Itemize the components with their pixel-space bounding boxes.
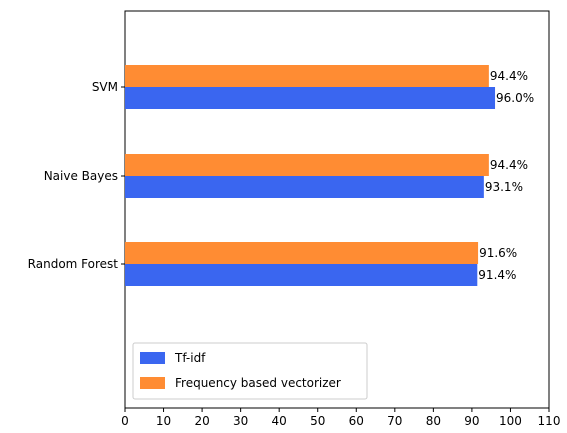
y-tick-labels: SVM Naive Bayes Random Forest bbox=[28, 80, 125, 271]
legend-label-tfidf: Tf-idf bbox=[174, 351, 206, 365]
bar-svm-tf-idf bbox=[125, 87, 496, 109]
data-label-naive-bayes-tf-idf: 93.1% bbox=[485, 180, 523, 194]
x-tick-label-40: 40 bbox=[272, 414, 287, 428]
x-tick-label-30: 30 bbox=[233, 414, 248, 428]
data-label-random-forest-frequency-based-vectorizer: 91.6% bbox=[479, 246, 517, 260]
legend-label-frequency: Frequency based vectorizer bbox=[175, 376, 341, 390]
bar-svm-frequency-based-vectorizer bbox=[125, 65, 489, 87]
data-label-svm-frequency-based-vectorizer: 94.4% bbox=[490, 69, 528, 83]
bar-naive-bayes-tf-idf bbox=[125, 176, 484, 198]
y-tick-label-random-forest: Random Forest bbox=[28, 257, 119, 271]
x-tick-label-60: 60 bbox=[349, 414, 364, 428]
plot-frame bbox=[124, 10, 550, 409]
x-tick-label-100: 100 bbox=[499, 414, 522, 428]
bar-naive-bayes-frequency-based-vectorizer bbox=[125, 154, 489, 176]
x-axis: 0 10 20 30 40 50 60 70 80 90 100 110 bbox=[121, 408, 560, 428]
x-tick-label-50: 50 bbox=[310, 414, 325, 428]
x-tick-label-70: 70 bbox=[387, 414, 402, 428]
x-tick-label-90: 90 bbox=[464, 414, 479, 428]
x-tick-label-20: 20 bbox=[194, 414, 209, 428]
legend: Tf-idf Frequency based vectorizer bbox=[132, 342, 368, 400]
legend-swatch-frequency bbox=[140, 377, 165, 389]
y-tick-label-svm: SVM bbox=[92, 80, 118, 94]
bars-group: 94.4% 96.0% 94.4% 93.1% 91.6% 91.4% bbox=[125, 65, 534, 286]
x-tick-label-110: 110 bbox=[538, 414, 561, 428]
x-tick-label-80: 80 bbox=[426, 414, 441, 428]
data-label-naive-bayes-frequency-based-vectorizer: 94.4% bbox=[490, 158, 528, 172]
legend-swatch-tfidf bbox=[140, 352, 165, 364]
data-label-random-forest-tf-idf: 91.4% bbox=[478, 268, 516, 282]
legend-box bbox=[132, 342, 368, 400]
y-tick-label-naive-bayes: Naive Bayes bbox=[44, 169, 118, 183]
x-tick-label-10: 10 bbox=[156, 414, 171, 428]
bar-random-forest-tf-idf bbox=[125, 264, 478, 286]
bar-random-forest-frequency-based-vectorizer bbox=[125, 242, 479, 264]
data-label-svm-tf-idf: 96.0% bbox=[496, 91, 534, 105]
x-tick-label-0: 0 bbox=[121, 414, 129, 428]
